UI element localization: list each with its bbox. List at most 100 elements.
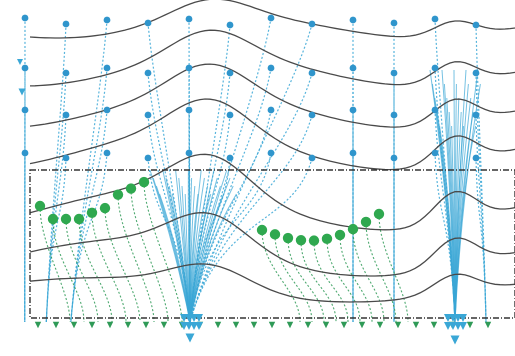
arrowhead xyxy=(195,314,203,322)
contour-lines-group xyxy=(29,0,515,303)
upper-node xyxy=(431,106,439,114)
upper-nodes-group xyxy=(21,14,480,162)
streamline-upper xyxy=(188,67,191,323)
upper-node xyxy=(349,106,357,114)
arrowhead xyxy=(214,321,222,329)
upper-node xyxy=(308,69,316,77)
streamline-upper xyxy=(70,109,108,323)
upper-node xyxy=(267,14,275,22)
upper-node xyxy=(390,111,398,119)
streamline-upper xyxy=(189,152,272,323)
streamline-upper xyxy=(147,114,191,323)
arrowhead xyxy=(459,314,467,322)
upper-node xyxy=(185,149,193,157)
arrowhead xyxy=(340,321,348,329)
arrowhead xyxy=(195,322,203,330)
arrowhead xyxy=(430,321,438,329)
streamline-lower xyxy=(143,182,183,323)
lower-node xyxy=(256,224,268,236)
arrowhead xyxy=(358,321,366,329)
arrowhead xyxy=(394,321,402,329)
streamline-upper xyxy=(188,109,191,323)
contour-line xyxy=(29,29,515,87)
upper-node xyxy=(103,106,111,114)
upper-node xyxy=(267,149,275,157)
upper-node xyxy=(21,14,29,22)
lower-node xyxy=(282,232,294,244)
arrowhead xyxy=(232,321,240,329)
lower-node xyxy=(295,235,307,246)
lower-node xyxy=(334,229,346,241)
arrowhead xyxy=(17,59,23,65)
streamline-upper xyxy=(188,152,191,323)
arrowhead xyxy=(466,321,474,329)
streamline-lower xyxy=(39,205,71,323)
upper-node xyxy=(390,69,398,77)
streamline-upper xyxy=(189,72,313,323)
streamline-upper xyxy=(475,114,487,323)
lower-node xyxy=(269,229,281,240)
contour-line xyxy=(29,263,515,303)
streamline-lower xyxy=(65,218,99,323)
arrowhead xyxy=(286,321,294,329)
contour-line xyxy=(29,212,515,277)
streamline-upper xyxy=(189,157,313,323)
lower-node xyxy=(360,216,372,228)
arrowhead xyxy=(88,321,96,329)
lower-node xyxy=(308,235,320,246)
upper-node xyxy=(185,106,193,114)
arrowhead xyxy=(52,321,60,329)
upper-node xyxy=(21,106,29,114)
upper-node xyxy=(103,16,111,24)
streamline-lower xyxy=(104,208,141,323)
streamline-dense xyxy=(189,193,237,323)
upper-node xyxy=(431,64,439,72)
upper-node xyxy=(349,64,357,72)
upper-node xyxy=(226,69,234,77)
streamline-lower xyxy=(117,194,155,323)
streamline-lower xyxy=(91,212,127,323)
upper-node xyxy=(267,64,275,72)
upper-node xyxy=(472,69,480,77)
lower-node xyxy=(125,183,137,194)
streamline-upper xyxy=(189,114,313,323)
streamline-lower xyxy=(300,240,337,323)
upper-node xyxy=(472,21,480,29)
arrowhead xyxy=(18,88,26,96)
streamline-upper xyxy=(189,23,313,323)
streamline-lower xyxy=(352,229,385,323)
streamline-upper xyxy=(189,114,231,323)
upper-node xyxy=(62,20,70,28)
selection-box-group xyxy=(29,169,515,319)
upper-node xyxy=(308,111,316,119)
upper-node xyxy=(472,111,480,119)
upper-node xyxy=(185,64,193,72)
lower-node xyxy=(112,189,124,200)
streamline-lower xyxy=(52,218,85,323)
upper-node xyxy=(226,21,234,29)
upper-node xyxy=(308,154,316,162)
upper-node xyxy=(103,149,111,157)
upper-node xyxy=(144,69,152,77)
arrowhead xyxy=(70,321,78,329)
streamline-upper xyxy=(475,157,487,323)
streamline-lower xyxy=(78,218,113,323)
upper-node xyxy=(267,106,275,114)
upper-node xyxy=(144,19,152,27)
lower-node xyxy=(321,233,333,245)
upper-node xyxy=(62,154,70,162)
arrowhead xyxy=(459,322,467,330)
arrowhead xyxy=(34,321,42,329)
streamline-lower xyxy=(287,238,325,323)
arrowhead xyxy=(250,321,258,329)
lower-node xyxy=(86,207,98,218)
streamline-lower xyxy=(339,234,373,323)
lower-node xyxy=(60,213,72,225)
upper-node xyxy=(390,19,398,27)
upper-node xyxy=(349,16,357,24)
upper-node xyxy=(390,154,398,162)
arrowhead xyxy=(304,321,312,329)
upper-node xyxy=(185,15,193,23)
lower-node xyxy=(73,213,85,225)
